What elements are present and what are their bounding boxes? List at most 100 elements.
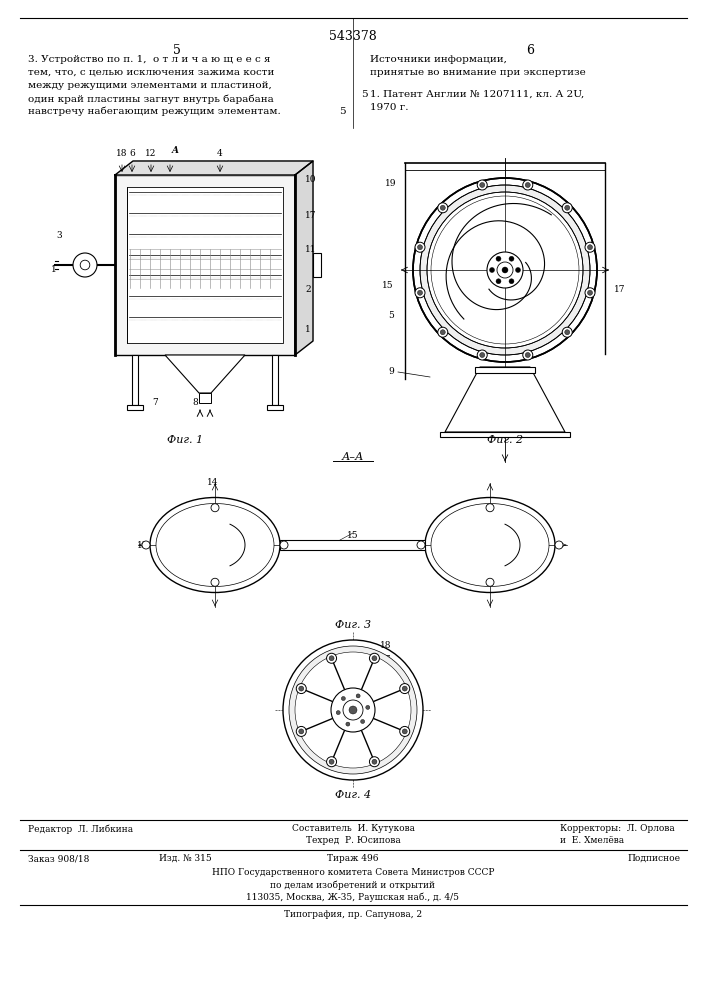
Ellipse shape xyxy=(156,504,274,586)
Text: A: A xyxy=(172,146,178,155)
Circle shape xyxy=(331,688,375,732)
Text: Заказ 908/18: Заказ 908/18 xyxy=(28,854,89,863)
Text: Составитель  И. Кутукова: Составитель И. Кутукова xyxy=(291,824,414,833)
Text: 5: 5 xyxy=(388,310,394,320)
Circle shape xyxy=(283,640,423,780)
Bar xyxy=(132,355,138,405)
Text: Тираж 496: Тираж 496 xyxy=(327,854,379,863)
Circle shape xyxy=(440,330,445,335)
Text: 10: 10 xyxy=(305,176,317,184)
Circle shape xyxy=(296,684,306,694)
Text: Фиг. 3: Фиг. 3 xyxy=(335,620,371,630)
Circle shape xyxy=(295,652,411,768)
Circle shape xyxy=(341,697,345,701)
Text: между режущими элементами и пластиной,: между режущими элементами и пластиной, xyxy=(28,81,271,90)
Text: А: А xyxy=(171,250,179,260)
Circle shape xyxy=(370,653,380,663)
Circle shape xyxy=(502,267,508,273)
Text: по делам изобретений и открытий: по делам изобретений и открытий xyxy=(271,880,436,890)
Text: 543378: 543378 xyxy=(329,30,377,43)
Circle shape xyxy=(585,242,595,252)
Text: 113035, Москва, Ж-35, Раушская наб., д. 4/5: 113035, Москва, Ж-35, Раушская наб., д. … xyxy=(247,892,460,902)
Circle shape xyxy=(327,757,337,767)
Circle shape xyxy=(366,705,370,709)
Text: Фиг. 2: Фиг. 2 xyxy=(487,435,523,445)
Circle shape xyxy=(299,686,304,691)
Text: НПО Государственного комитета Совета Министров СССР: НПО Государственного комитета Совета Мин… xyxy=(212,868,494,877)
Text: 1: 1 xyxy=(305,326,311,334)
Text: 13: 13 xyxy=(136,540,148,550)
Circle shape xyxy=(555,541,563,549)
Circle shape xyxy=(522,350,533,360)
Ellipse shape xyxy=(431,504,549,586)
Circle shape xyxy=(477,180,487,190)
Text: 19: 19 xyxy=(385,178,396,188)
Text: Изд. № 315: Изд. № 315 xyxy=(158,854,211,863)
Text: Техред  Р. Юсипова: Техред Р. Юсипова xyxy=(305,836,400,845)
Circle shape xyxy=(588,245,592,250)
Text: Редактор  Л. Либкина: Редактор Л. Либкина xyxy=(28,824,133,834)
Bar xyxy=(280,540,425,550)
Circle shape xyxy=(496,279,501,284)
Text: навстречу набегающим режущим элементам.: навстречу набегающим режущим элементам. xyxy=(28,107,281,116)
Circle shape xyxy=(440,205,445,210)
Circle shape xyxy=(565,330,570,335)
Circle shape xyxy=(346,722,350,726)
Circle shape xyxy=(438,327,448,337)
Circle shape xyxy=(289,646,417,774)
Text: 5: 5 xyxy=(173,44,181,57)
Text: 12: 12 xyxy=(146,149,157,158)
Text: 8: 8 xyxy=(192,398,198,407)
Circle shape xyxy=(486,504,494,512)
Text: Источники информации,: Источники информации, xyxy=(370,55,507,64)
Circle shape xyxy=(361,719,365,723)
Circle shape xyxy=(525,353,530,358)
Circle shape xyxy=(299,729,304,734)
Circle shape xyxy=(509,256,514,261)
Circle shape xyxy=(486,578,494,586)
Text: 1. Патент Англии № 1207111, кл. А 2U,: 1. Патент Англии № 1207111, кл. А 2U, xyxy=(370,90,584,99)
Text: 16: 16 xyxy=(380,674,392,682)
Bar xyxy=(475,367,535,373)
Bar xyxy=(313,253,321,277)
Text: 17: 17 xyxy=(614,286,626,294)
Ellipse shape xyxy=(425,497,555,592)
Circle shape xyxy=(496,256,501,261)
Circle shape xyxy=(337,711,340,715)
Text: один край пластины загнут внутрь барабана: один край пластины загнут внутрь барабан… xyxy=(28,94,274,104)
Circle shape xyxy=(296,726,306,736)
Circle shape xyxy=(497,262,513,278)
Circle shape xyxy=(349,706,357,714)
Circle shape xyxy=(399,684,410,694)
Polygon shape xyxy=(295,161,313,355)
Text: 17: 17 xyxy=(380,656,392,664)
Circle shape xyxy=(402,729,407,734)
Circle shape xyxy=(418,245,423,250)
Text: 5: 5 xyxy=(339,107,346,116)
Text: 15: 15 xyxy=(347,531,359,540)
Circle shape xyxy=(80,260,90,270)
Circle shape xyxy=(489,267,494,272)
Circle shape xyxy=(415,242,425,252)
Text: Корректоры:  Л. Орлова: Корректоры: Л. Орлова xyxy=(560,824,674,833)
Text: 6: 6 xyxy=(129,149,135,158)
Circle shape xyxy=(480,182,485,187)
Text: 1970 г.: 1970 г. xyxy=(370,103,409,112)
Circle shape xyxy=(565,205,570,210)
Text: 14: 14 xyxy=(207,478,218,487)
Circle shape xyxy=(142,541,150,549)
Circle shape xyxy=(525,182,530,187)
Text: Фиг. 4: Фиг. 4 xyxy=(335,790,371,800)
Text: 4: 4 xyxy=(217,149,223,158)
Circle shape xyxy=(477,350,487,360)
Circle shape xyxy=(480,353,485,358)
Text: 15: 15 xyxy=(382,280,394,290)
Polygon shape xyxy=(115,161,313,175)
Circle shape xyxy=(370,757,380,767)
Text: 5: 5 xyxy=(361,90,368,99)
Text: 2: 2 xyxy=(305,286,310,294)
Circle shape xyxy=(515,267,520,272)
Text: 9: 9 xyxy=(388,367,394,376)
Text: А–А: А–А xyxy=(341,452,364,462)
Circle shape xyxy=(415,288,425,298)
